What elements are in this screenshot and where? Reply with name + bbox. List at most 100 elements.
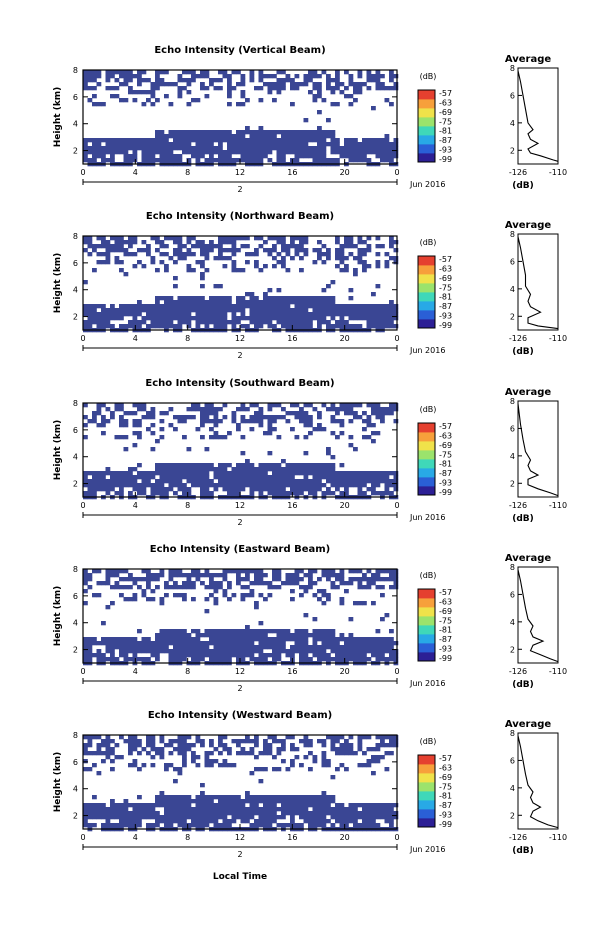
heatmap-cell [294, 807, 300, 812]
heatmap-cell [240, 483, 246, 488]
heatmap-cell [362, 158, 367, 163]
heatmap-cell [114, 803, 120, 808]
heatmap-cell [186, 324, 192, 329]
heatmap-cell [245, 158, 250, 163]
heatmap-cell [276, 629, 282, 634]
heatmap-cell [209, 811, 214, 816]
heatmap-cell [245, 419, 250, 424]
heatmap-cell [312, 74, 318, 79]
heatmap-cell [87, 767, 93, 772]
heatmap-cell [177, 300, 183, 305]
heatmap-cell [123, 815, 129, 820]
heatmap-cell [191, 308, 196, 313]
heatmap-cell [312, 427, 318, 432]
colorbar-tick-label: -81 [439, 293, 452, 302]
heatmap-cell [155, 134, 160, 139]
heatmap-cell [281, 479, 286, 484]
heatmap-cell [339, 304, 345, 309]
heatmap-cell [195, 795, 201, 800]
heatmap-cell [254, 146, 259, 151]
heatmap-cell [182, 491, 187, 496]
heatmap-cell [245, 577, 250, 582]
heatmap-cell [335, 803, 340, 808]
heatmap-cell [204, 803, 210, 808]
heatmap-cell [357, 581, 363, 586]
heatmap-cell [303, 74, 309, 79]
heatmap-cell [375, 264, 381, 269]
heatmap-cell [339, 653, 345, 658]
heatmap-cell [366, 479, 372, 484]
heatmap-cell [281, 803, 286, 808]
heatmap-cell [213, 633, 219, 638]
heatmap-cell [200, 463, 205, 468]
heatmap-cell [218, 475, 223, 480]
heatmap-cell [357, 236, 363, 241]
heatmap-cell [366, 324, 372, 329]
heatmap-cell [317, 154, 322, 159]
heatmap-cell [182, 312, 187, 317]
heatmap-cell [240, 653, 246, 658]
heatmap-cell [137, 491, 142, 496]
heatmap-cell [276, 463, 282, 468]
heatmap-cell [155, 312, 160, 317]
heatmap-cell [281, 300, 286, 305]
heatmap-cell [357, 743, 363, 748]
heatmap-cell [155, 803, 160, 808]
heatmap-cell [209, 751, 214, 756]
y-tick-label: 6 [73, 426, 78, 435]
heatmap-cell [339, 823, 345, 828]
heatmap-cell [389, 142, 394, 147]
heatmap-cell [195, 799, 201, 804]
heatmap-cell [308, 751, 313, 756]
heatmap-cell [227, 248, 232, 253]
heatmap-cell [276, 78, 282, 83]
heatmap-cell [245, 593, 250, 598]
colorbar-tick-label: -87 [439, 136, 452, 145]
heatmap-cell [308, 78, 313, 83]
heatmap-cell [393, 260, 399, 265]
heatmap-cell [335, 807, 340, 812]
heatmap-cell [231, 819, 237, 824]
heatmap-cell [303, 308, 309, 313]
heatmap-cell [227, 102, 232, 107]
heatmap-cell [105, 657, 111, 662]
heatmap-cell [276, 150, 282, 155]
heatmap-cell [114, 645, 120, 650]
heatmap-cell [177, 312, 183, 317]
heatmap-cell [263, 597, 268, 602]
heatmap-cell [168, 657, 174, 662]
heatmap-cell [200, 82, 205, 87]
heatmap-cell [191, 467, 196, 472]
heatmap-cell [240, 435, 246, 440]
heatmap-cell [330, 158, 336, 163]
heatmap-cell [267, 735, 273, 740]
heatmap-cell [146, 142, 151, 147]
heatmap-cell [267, 467, 273, 472]
heatmap-cell [159, 755, 165, 760]
heatmap-cell [191, 98, 196, 103]
heatmap-cell [204, 759, 210, 764]
heatmap-cell [83, 74, 88, 79]
heatmap-cell [101, 811, 106, 816]
y-tick-label: 6 [73, 259, 78, 268]
heatmap-cell [132, 304, 138, 309]
heatmap-cell [362, 142, 367, 147]
heatmap-cell [240, 475, 246, 480]
heatmap-cell [83, 280, 88, 285]
heatmap-cell [245, 573, 250, 578]
heatmap-cell [326, 86, 331, 91]
heatmap-cell [209, 593, 214, 598]
heatmap-cell [272, 427, 277, 432]
heatmap-cell [150, 811, 156, 816]
heatmap-cell [380, 138, 385, 143]
heatmap-cell [83, 154, 88, 159]
heatmap-cell [299, 244, 304, 249]
heatmap-cell [159, 487, 165, 492]
heatmap-cell [155, 86, 160, 91]
heatmap-cell [299, 308, 304, 313]
heatmap-cell [254, 823, 259, 828]
heatmap-cell [276, 415, 282, 420]
heatmap-cell [389, 735, 394, 740]
y-tick-label: 4 [73, 619, 78, 628]
heatmap-cell [254, 487, 259, 492]
